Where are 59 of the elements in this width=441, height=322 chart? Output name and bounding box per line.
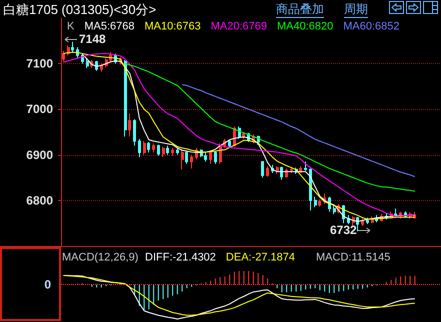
candlestick: [366, 217, 369, 225]
candlestick: [176, 147, 179, 156]
y-tick-label: 7000: [26, 102, 54, 116]
text: MA40:6820: [277, 20, 334, 32]
candlestick: [361, 218, 364, 226]
annotation: 6732: [330, 223, 358, 237]
chart-title: 白糖1705 (031305)<30分>: [3, 2, 156, 17]
candlestick: [309, 168, 312, 211]
candlestick: [157, 144, 160, 156]
candlestick: [185, 150, 188, 164]
candlestick: [162, 146, 165, 158]
candlestick: [124, 59, 127, 138]
text: MA60:6852: [343, 20, 400, 32]
ref-line-label: 0: [44, 278, 52, 292]
candlestick: [128, 113, 131, 138]
candlestick: [333, 204, 336, 215]
candlestick: [219, 142, 222, 164]
candlestick: [266, 166, 269, 178]
text: MACD:11.5145: [316, 252, 390, 264]
text: 周期: [344, 2, 368, 16]
candlestick: [166, 145, 169, 156]
text: 商品叠加: [276, 2, 324, 16]
candlestick: [133, 118, 136, 146]
candlestick: [204, 152, 207, 162]
candlestick: [138, 138, 141, 158]
chart-title: MACD(12,26,9): [62, 252, 138, 264]
candlestick: [100, 63, 103, 72]
candlestick: [394, 208, 397, 218]
candlestick: [86, 58, 89, 69]
text: MA10:6763: [144, 20, 201, 32]
text: MA20:6769: [210, 20, 268, 32]
candlestick: [280, 166, 283, 180]
text: DIFF:-21.4302: [145, 252, 216, 264]
annotation: 7148: [79, 32, 106, 46]
candlestick: [209, 150, 212, 164]
candlestick: [214, 150, 217, 164]
candlestick: [147, 142, 150, 154]
candlestick: [228, 140, 231, 148]
candlestick: [71, 41, 74, 53]
text: DEA:-27.1874: [226, 252, 296, 264]
candlestick: [304, 161, 307, 172]
candlestick: [261, 160, 264, 178]
candlestick: [290, 167, 293, 174]
candlestick: [181, 150, 184, 170]
y-tick-label: 6900: [26, 148, 54, 162]
candlestick: [314, 196, 317, 208]
y-tick-label: 7100: [26, 56, 54, 71]
candlestick: [62, 50, 65, 62]
candlestick: [171, 147, 174, 156]
candlestick: [318, 198, 321, 208]
y-tick-label: 6800: [26, 193, 54, 208]
text: MA5:6768: [84, 20, 134, 32]
series-label: K: [67, 20, 75, 32]
candlestick: [143, 140, 146, 156]
candlestick: [190, 154, 193, 169]
candlestick: [152, 142, 155, 154]
line-series: [124, 63, 416, 192]
candlestick: [276, 166, 279, 174]
line-series: [182, 84, 416, 178]
